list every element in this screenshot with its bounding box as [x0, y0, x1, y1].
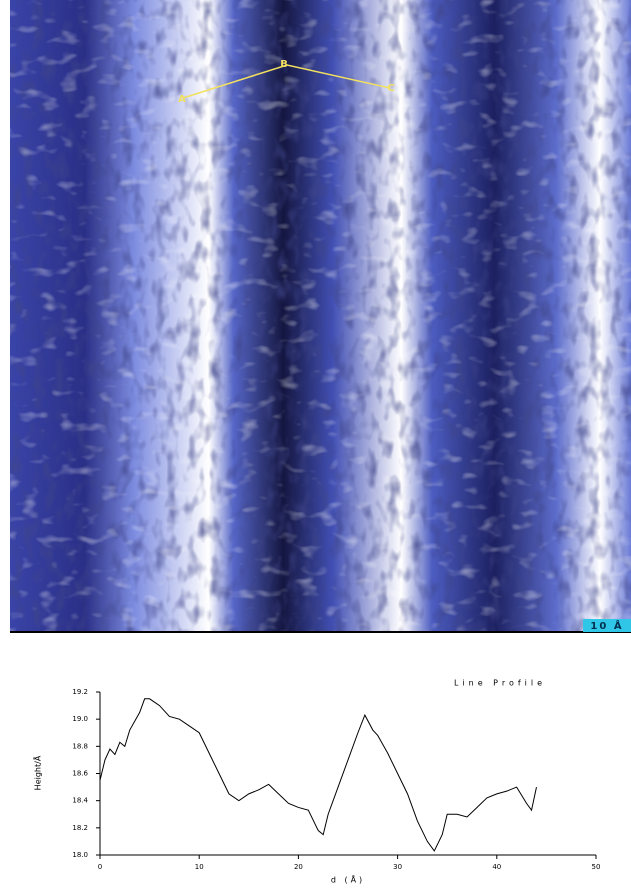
x-axis-label: d (Å) [331, 874, 365, 885]
point-label: C [387, 83, 394, 94]
y-tick-label: 18.8 [72, 742, 88, 750]
profile-line [99, 698, 537, 852]
y-tick-label: 18.6 [72, 770, 88, 778]
x-tick-label: 0 [98, 863, 102, 871]
profile-line [182, 64, 391, 99]
point-label: A [178, 94, 186, 105]
x-tick-label: 20 [294, 863, 303, 871]
x-tick-label: 50 [592, 863, 601, 871]
y-tick-label: 19.2 [72, 688, 88, 696]
chart-title: Line Profile [454, 679, 546, 688]
scale-bar [583, 619, 631, 632]
y-axis-label: Height/Å [32, 755, 43, 790]
scale-label: 10 Å [590, 619, 623, 632]
y-tick-label: 19.0 [72, 715, 88, 723]
stm-texture [10, 0, 631, 632]
y-tick-label: 18.2 [72, 824, 88, 832]
y-tick-label: 18.4 [72, 797, 88, 805]
x-tick-label: 30 [393, 863, 402, 871]
y-tick-label: 18.0 [72, 851, 88, 859]
x-tick-label: 40 [492, 863, 501, 871]
x-tick-label: 10 [195, 863, 204, 871]
point-label: B [280, 59, 288, 70]
